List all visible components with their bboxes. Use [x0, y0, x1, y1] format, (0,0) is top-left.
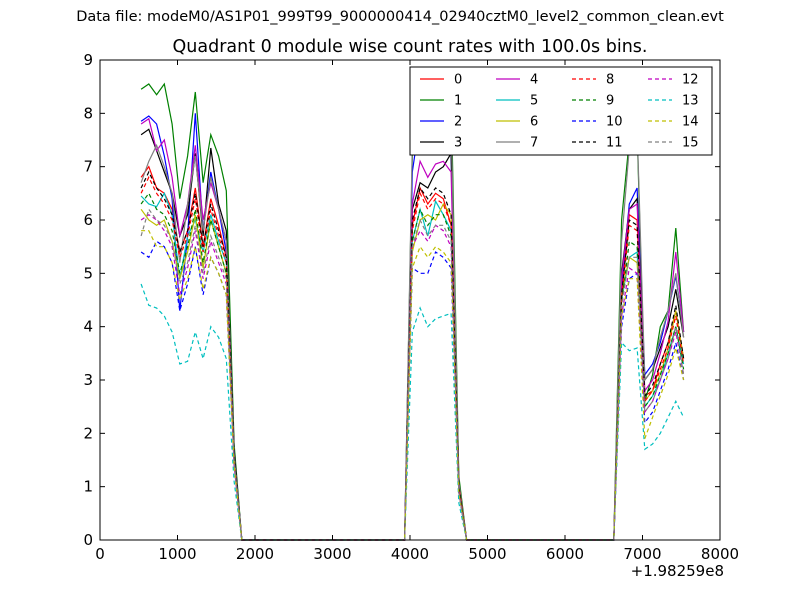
series-line-14 [141, 230, 685, 541]
y-tick-label: 8 [83, 104, 93, 122]
legend-label-10: 10 [606, 115, 623, 130]
series-line-15 [140, 207, 685, 541]
series-line-11 [140, 170, 685, 541]
legend-label-6: 6 [530, 115, 538, 130]
legend-label-4: 4 [530, 73, 538, 88]
series-line-3 [140, 128, 685, 541]
y-tick-label: 3 [83, 371, 93, 389]
series-line-12 [140, 213, 685, 541]
x-tick-label: 3000 [313, 545, 351, 563]
series-line-10 [140, 240, 685, 541]
x-tick-label: 2000 [236, 545, 274, 563]
axis-ticks: 0 1000 2000 3000 4000 5000 6000 7000 80000123456… [83, 51, 739, 563]
legend-label-14: 14 [682, 115, 699, 130]
legend-label-5: 5 [530, 94, 538, 109]
series-line-2 [140, 113, 685, 541]
x-tick-label: 8000 [701, 545, 739, 563]
x-tick-label: 4000 [391, 545, 429, 563]
legend-label-8: 8 [606, 73, 614, 88]
legend-label-1: 1 [454, 94, 462, 109]
y-tick-label: 9 [83, 51, 93, 69]
x-tick-label: 6000 [546, 545, 584, 563]
x-axis-offset-label: +1.98259e8 [630, 562, 724, 580]
series-line-13 [140, 283, 685, 541]
y-tick-label: 2 [83, 424, 93, 442]
y-tick-label: 5 [83, 264, 93, 282]
legend-label-13: 13 [682, 94, 699, 109]
series-line-9 [140, 192, 685, 541]
y-tick-label: 7 [83, 158, 93, 176]
x-tick-label: 0 [95, 545, 105, 563]
x-tick-label: 7000 [623, 545, 661, 563]
legend-label-2: 2 [454, 115, 462, 130]
series-line-7 [140, 97, 685, 541]
y-tick-label: 6 [83, 211, 93, 229]
legend-label-15: 15 [682, 136, 699, 151]
y-tick-label: 0 [83, 531, 93, 549]
legend-label-7: 7 [530, 136, 538, 151]
legend-label-12: 12 [682, 73, 699, 88]
legend-label-11: 11 [606, 136, 623, 151]
legend-box [409, 66, 713, 156]
legend-label-9: 9 [606, 94, 614, 109]
legend-label-3: 3 [454, 136, 462, 151]
figure-suptitle: Data file: modeM0/AS1P01_999T99_90000004… [76, 9, 724, 25]
x-tick-label: 1000 [158, 545, 196, 563]
x-tick-label: 5000 [468, 545, 506, 563]
legend-label-0: 0 [454, 73, 462, 88]
series-line-6 [140, 202, 685, 541]
y-tick-label: 4 [83, 318, 93, 336]
series-line-8 [140, 175, 685, 541]
chart-title: Quadrant 0 module wise count rates with … [172, 37, 648, 57]
y-tick-label: 1 [83, 478, 93, 496]
